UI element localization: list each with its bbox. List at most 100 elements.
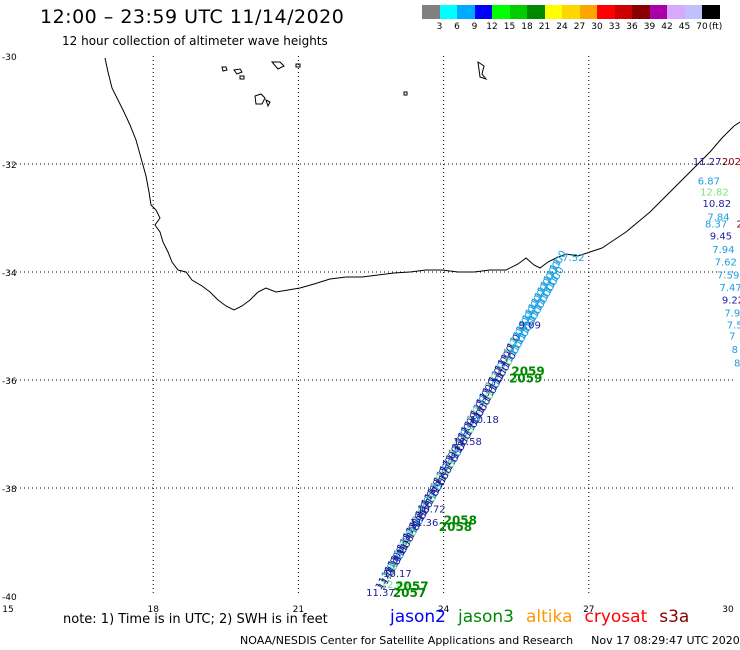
longitude-label: 27 xyxy=(583,605,594,615)
legend-jason3: jason3 xyxy=(458,607,514,627)
colorbar-swatch xyxy=(597,5,615,19)
wave-height-label: 2 xyxy=(736,220,740,231)
satellite-legend: jason2 jason3 altika cryosat s3a xyxy=(390,607,701,627)
colorbar-tick-label: 21 xyxy=(538,22,551,32)
wave-height-label: 10.17 xyxy=(383,569,412,580)
legend-altika: altika xyxy=(526,607,573,627)
colorbar-swatch xyxy=(527,5,545,19)
wave-height-label: 2059 xyxy=(511,365,544,379)
colorbar-tick-label: 36 xyxy=(626,22,638,32)
colorbar-swatch xyxy=(614,5,632,19)
legend-cryosat: cryosat xyxy=(584,607,648,627)
latitude-label: -40 xyxy=(2,593,17,603)
credit-text: NOAA/NESDIS Center for Satellite Applica… xyxy=(240,634,574,647)
colorbar-swatch xyxy=(509,5,527,19)
map-gridlines xyxy=(8,56,734,596)
wave-height-colorbar xyxy=(422,5,720,19)
colorbar-swatch xyxy=(667,5,685,19)
wave-height-label: 2058 xyxy=(444,514,477,528)
wave-height-label: 202 xyxy=(722,157,740,168)
legend-jason2: jason2 xyxy=(390,607,446,627)
colorbar-swatch xyxy=(474,5,492,19)
wave-height-label: 8 xyxy=(734,359,740,370)
colorbar-swatch xyxy=(544,5,562,19)
colorbar-tick-label: 39 xyxy=(643,22,656,32)
wave-height-label: 10.72 xyxy=(417,504,446,515)
wave-height-label: 9.45 xyxy=(710,232,732,243)
colorbar-ticks: 3 6 9 12 15 18 21 24 27 30 33 36 39 42 45 70 (ft) xyxy=(422,22,740,34)
wave-height-label: 2057 xyxy=(395,580,428,594)
wave-height-label: 8.37 xyxy=(705,220,727,231)
wave-height-label: 2058 xyxy=(439,520,472,534)
wave-height-label: 9.09 xyxy=(519,321,541,332)
wave-height-label: 11.27 xyxy=(693,157,722,168)
wave-height-label: 12.82 xyxy=(700,187,729,198)
wave-height-label: 7.5 xyxy=(727,321,740,332)
map-title: 12:00 – 23:59 UTC 11/14/2020 xyxy=(40,6,345,28)
colorbar-tick-label: 27 xyxy=(573,22,586,32)
axis-labels: -30 -32 -34 -36 -38 -40 15 18 21 24 27 30 xyxy=(2,53,734,615)
generated-timestamp: Nov 17 08:29:47 UTC 2020 xyxy=(591,634,740,647)
colorbar-swatch xyxy=(562,5,580,19)
colorbar-swatch xyxy=(422,5,440,19)
wave-height-label: 7.52 xyxy=(562,253,584,264)
colorbar-swatch xyxy=(439,5,457,19)
wave-height-label: 6.87 xyxy=(698,177,720,188)
legend-s3a: s3a xyxy=(659,607,690,627)
colorbar-tick-label: 45 xyxy=(678,22,691,32)
colorbar-tick-label: 70 xyxy=(696,22,708,32)
colorbar-tick-label: 18 xyxy=(521,22,533,32)
map-subtitle: 12 hour collection of altimeter wave hei… xyxy=(62,34,328,48)
colorbar-swatch xyxy=(684,5,702,19)
colorbar-tick-label: 33 xyxy=(608,22,621,32)
wave-height-label: 9.22 xyxy=(722,295,740,306)
longitude-label: 21 xyxy=(293,605,304,615)
colorbar-tick-label: 30 xyxy=(591,22,603,32)
wave-height-label: 7.84 xyxy=(707,213,729,224)
wave-height-label: 2059 xyxy=(509,372,542,386)
wave-height-label: 2057 xyxy=(393,586,426,600)
longitude-label: 24 xyxy=(438,605,450,615)
colorbar-swatch xyxy=(457,5,475,19)
colorbar-tick-label: (ft) xyxy=(708,22,723,32)
longitude-label: 18 xyxy=(147,605,159,615)
coastline xyxy=(104,57,740,311)
wave-height-label: 7.9 xyxy=(724,308,740,319)
wave-height-label: 7.47 xyxy=(719,283,740,294)
colorbar-tick-label: 3 xyxy=(436,22,443,32)
latitude-label: -34 xyxy=(2,269,17,279)
colorbar-tick-label: 12 xyxy=(486,22,498,32)
wave-height-label: 11.36 xyxy=(410,518,439,529)
islands xyxy=(221,60,488,108)
colorbar-swatch xyxy=(632,5,650,19)
colorbar-tick-label: 42 xyxy=(661,22,673,32)
wave-height-label: 10.82 xyxy=(703,199,732,210)
latitude-label: -36 xyxy=(2,377,17,387)
colorbar-swatch xyxy=(702,5,720,19)
colorbar-swatch xyxy=(579,5,597,19)
wave-height-label: 7.62 xyxy=(715,258,737,269)
footnote: note: 1) Time is in UTC; 2) SWH is in fe… xyxy=(63,612,328,627)
longitude-label: 30 xyxy=(722,605,734,615)
wave-height-label: 7.59 xyxy=(717,270,739,281)
wave-height-label: 7.94 xyxy=(712,245,734,256)
colorbar-tick-label: 6 xyxy=(454,22,460,32)
latitude-label: -38 xyxy=(2,485,17,495)
wave-height-label: 11.37 xyxy=(366,588,395,599)
colorbar-tick-label: 15 xyxy=(503,22,516,32)
colorbar-swatch xyxy=(492,5,510,19)
wave-height-label: 10.18 xyxy=(470,415,499,426)
wave-height-label: 7 xyxy=(729,332,735,343)
latitude-label: -30 xyxy=(2,53,17,63)
colorbar-tick-label: 9 xyxy=(471,22,478,32)
wave-height-label: 8 xyxy=(732,345,738,356)
wave-height-label: 11.58 xyxy=(453,437,482,448)
colorbar-swatch xyxy=(649,5,667,19)
wave-height-label: 12.86 xyxy=(381,580,410,591)
colorbar-tick-label: 24 xyxy=(556,22,568,32)
credit-line: NOAA/NESDIS Center for Satellite Applica… xyxy=(240,634,740,647)
latitude-label: -32 xyxy=(2,161,17,171)
longitude-label: 15 xyxy=(2,605,13,615)
